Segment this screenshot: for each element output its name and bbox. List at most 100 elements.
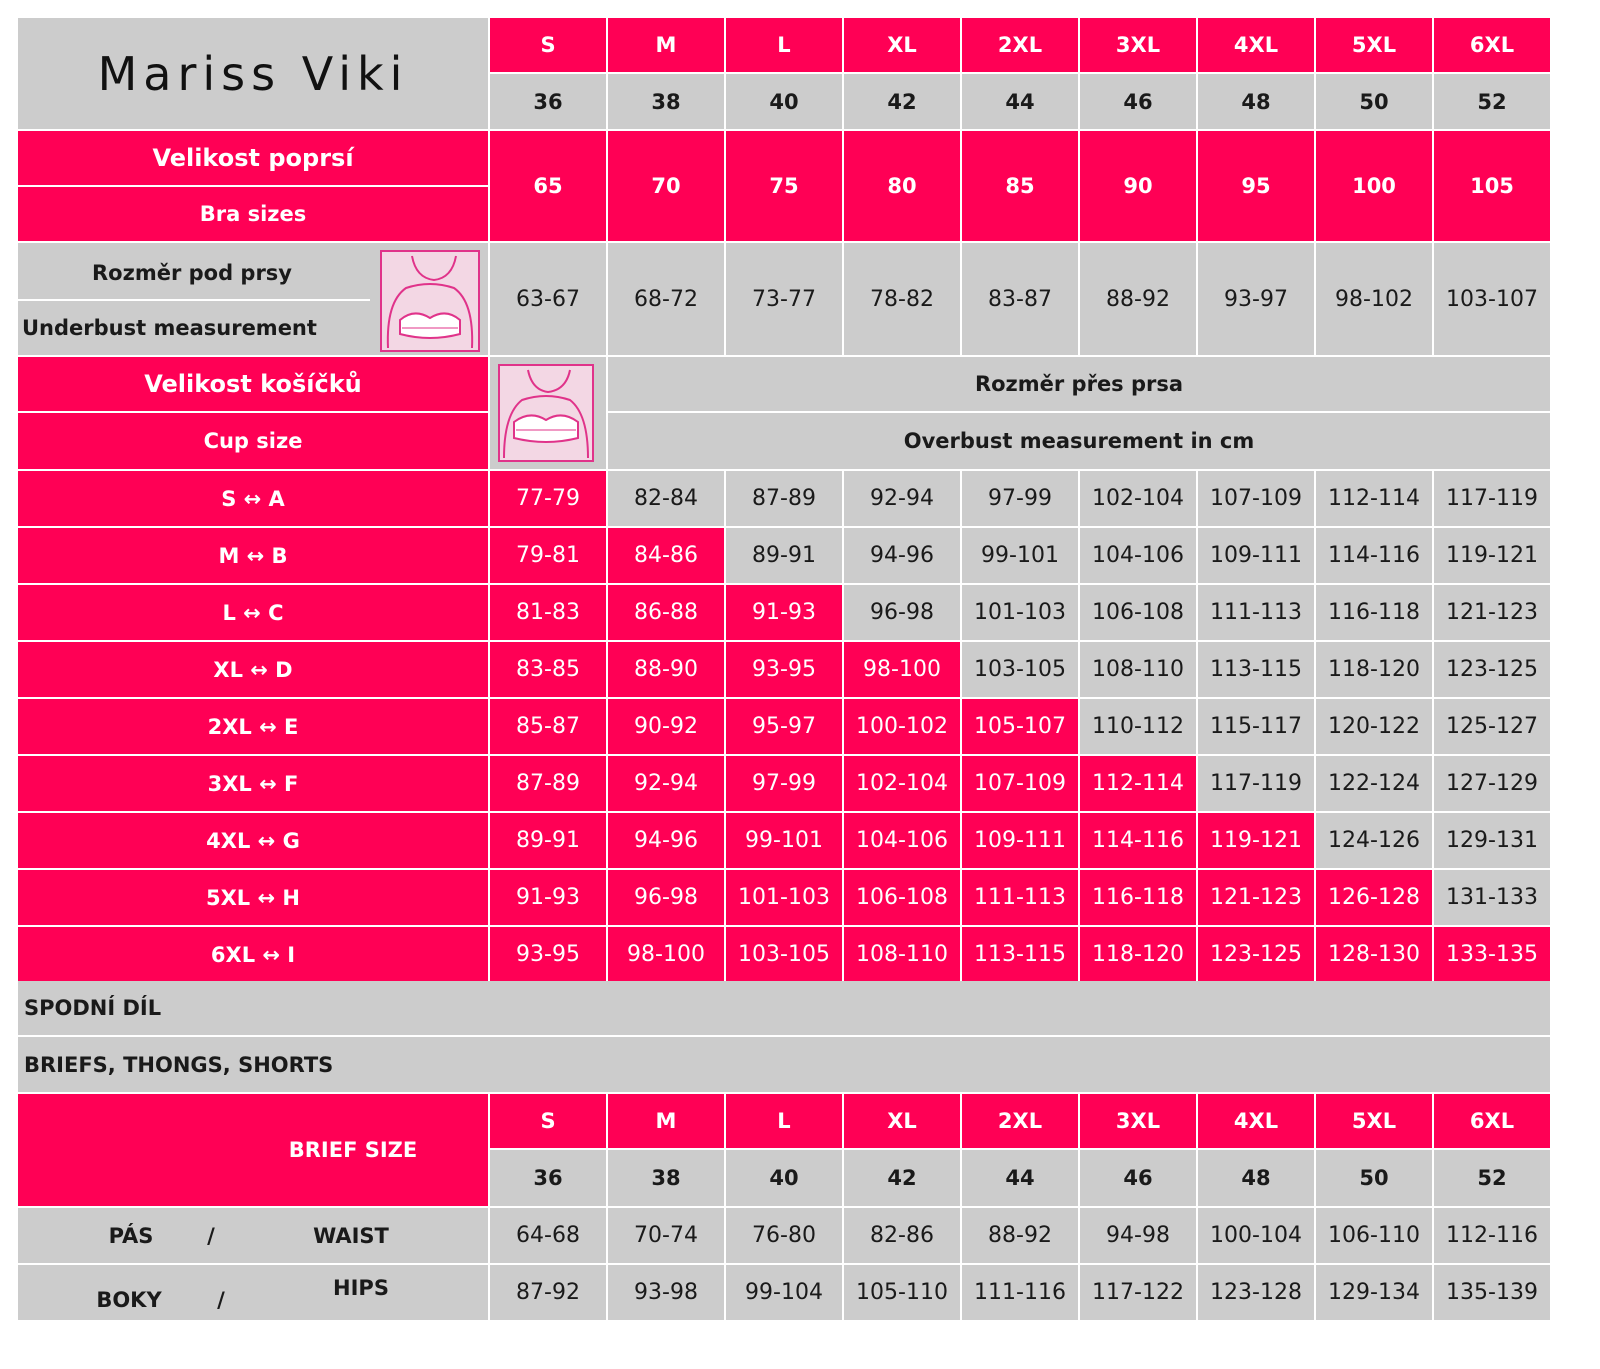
- cup-measurement-cell: 108-110: [1080, 642, 1196, 697]
- brief-size-label: BRIEF SIZE: [18, 1094, 488, 1206]
- brief-eu-size-cell: 44: [962, 1150, 1078, 1206]
- cup-measurement-cell: 107-109: [1198, 471, 1314, 526]
- brief-size-header-cell: 2XL: [962, 1094, 1078, 1148]
- cup-measurement-cell: 86-88: [608, 585, 724, 640]
- cup-measurement-cell: 79-81: [490, 528, 606, 583]
- brief-eu-size-cell: 50: [1316, 1150, 1432, 1206]
- hips-cell: 93-98: [608, 1265, 724, 1320]
- cup-measurement-cell: 83-85: [490, 642, 606, 697]
- cup-row-label: 2XL ↔ E: [18, 699, 488, 754]
- cup-measurement-cell: 82-84: [608, 471, 724, 526]
- cup-measurement-cell: 120-122: [1316, 699, 1432, 754]
- bra-size-cell: 85: [962, 131, 1078, 241]
- size-header-cell: 6XL: [1434, 18, 1550, 72]
- size-header-cell: 5XL: [1316, 18, 1432, 72]
- cup-measurement-cell: 96-98: [844, 585, 960, 640]
- brief-eu-size-cell: 52: [1434, 1150, 1550, 1206]
- bottom-title-en: BRIEFS, THONGS, SHORTS: [18, 1037, 1550, 1092]
- cup-measurement-cell: 106-108: [844, 870, 960, 925]
- cup-row-label: 3XL ↔ F: [18, 756, 488, 811]
- cup-row-label: 6XL ↔ I: [18, 927, 488, 982]
- cup-measurement-cell: 119-121: [1434, 528, 1550, 583]
- brief-eu-size-cell: 46: [1080, 1150, 1196, 1206]
- hips-cell: 111-116: [962, 1265, 1078, 1320]
- brief-size-header-cell: 3XL: [1080, 1094, 1196, 1148]
- size-header-cell: 3XL: [1080, 18, 1196, 72]
- cup-measurement-cell: 126-128: [1316, 870, 1432, 925]
- cup-measurement-cell: 84-86: [608, 528, 724, 583]
- cup-measurement-cell: 99-101: [726, 813, 842, 868]
- cup-measurement-cell: 89-91: [726, 528, 842, 583]
- cup-row-label: 5XL ↔ H: [18, 870, 488, 925]
- underbust-cell: 93-97: [1198, 243, 1314, 355]
- cup-measurement-cell: 101-103: [962, 585, 1078, 640]
- cup-measurement-cell: 109-111: [962, 813, 1078, 868]
- brief-size-header-cell: 6XL: [1434, 1094, 1550, 1148]
- cup-measurement-cell: 91-93: [726, 585, 842, 640]
- cup-measurement-cell: 106-108: [1080, 585, 1196, 640]
- underbust-cell: 88-92: [1080, 243, 1196, 355]
- cup-measurement-cell: 103-105: [962, 642, 1078, 697]
- hips-cell: 105-110: [844, 1265, 960, 1320]
- cup-measurement-cell: 88-90: [608, 642, 724, 697]
- cup-measurement-cell: 95-97: [726, 699, 842, 754]
- cup-measurement-cell: 117-119: [1198, 756, 1314, 811]
- overbust-figure-icon: [498, 364, 594, 462]
- waist-cell: 88-92: [962, 1208, 1078, 1263]
- cup-measurement-cell: 94-96: [608, 813, 724, 868]
- cup-measurement-cell: 108-110: [844, 927, 960, 982]
- bra-size-cell: 80: [844, 131, 960, 241]
- cup-measurement-cell: 111-113: [1198, 585, 1314, 640]
- waist-sep: /: [207, 1223, 215, 1248]
- cup-measurement-cell: 133-135: [1434, 927, 1550, 982]
- cup-measurement-cell: 114-116: [1316, 528, 1432, 583]
- waist-cell: 94-98: [1080, 1208, 1196, 1263]
- cup-measurement-cell: 118-120: [1316, 642, 1432, 697]
- bra-size-cell: 75: [726, 131, 842, 241]
- eu-size-cell: 50: [1316, 74, 1432, 129]
- cup-measurement-cell: 94-96: [844, 528, 960, 583]
- eu-size-cell: 44: [962, 74, 1078, 129]
- cup-measurement-cell: 102-104: [1080, 471, 1196, 526]
- cup-row-label: 4XL ↔ G: [18, 813, 488, 868]
- brief-size-header-cell: 4XL: [1198, 1094, 1314, 1148]
- hips-label-block: [18, 1265, 488, 1320]
- cup-measurement-cell: 123-125: [1434, 642, 1550, 697]
- size-header-cell: 4XL: [1198, 18, 1314, 72]
- eu-size-cell: 38: [608, 74, 724, 129]
- cup-measurement-cell: 127-129: [1434, 756, 1550, 811]
- hips-cell: 135-139: [1434, 1265, 1550, 1320]
- cup-row-label: L ↔ C: [18, 585, 488, 640]
- cup-size-label-cz: Velikost košíčků: [18, 357, 488, 411]
- hips-cell: 129-134: [1316, 1265, 1432, 1320]
- hips-cell: 123-128: [1198, 1265, 1314, 1320]
- hips-cell: 99-104: [726, 1265, 842, 1320]
- brief-eu-size-cell: 36: [490, 1150, 606, 1206]
- bra-size-cell: 105: [1434, 131, 1550, 241]
- underbust-cell: 78-82: [844, 243, 960, 355]
- brief-eu-size-cell: 40: [726, 1150, 842, 1206]
- cup-measurement-cell: 97-99: [962, 471, 1078, 526]
- cup-measurement-cell: 113-115: [962, 927, 1078, 982]
- underbust-cell: 63-67: [490, 243, 606, 355]
- cup-measurement-cell: 98-100: [608, 927, 724, 982]
- hips-cell: 117-122: [1080, 1265, 1196, 1320]
- brand-logo: Mariss Viki: [18, 18, 488, 129]
- cup-measurement-cell: 97-99: [726, 756, 842, 811]
- cup-measurement-cell: 87-89: [490, 756, 606, 811]
- underbust-label-en: Underbust measurement: [22, 316, 317, 340]
- cup-measurement-cell: 109-111: [1198, 528, 1314, 583]
- eu-size-cell: 52: [1434, 74, 1550, 129]
- underbust-cell: 68-72: [608, 243, 724, 355]
- size-header-cell: M: [608, 18, 724, 72]
- cup-measurement-cell: 100-102: [844, 699, 960, 754]
- cup-measurement-cell: 104-106: [844, 813, 960, 868]
- waist-label-cz: PÁS: [108, 1223, 154, 1248]
- waist-cell: 100-104: [1198, 1208, 1314, 1263]
- brief-size-header-cell: 5XL: [1316, 1094, 1432, 1148]
- cup-measurement-cell: 116-118: [1080, 870, 1196, 925]
- cup-measurement-cell: 90-92: [608, 699, 724, 754]
- cup-measurement-cell: 122-124: [1316, 756, 1432, 811]
- cup-measurement-cell: 119-121: [1198, 813, 1314, 868]
- cup-measurement-cell: 101-103: [726, 870, 842, 925]
